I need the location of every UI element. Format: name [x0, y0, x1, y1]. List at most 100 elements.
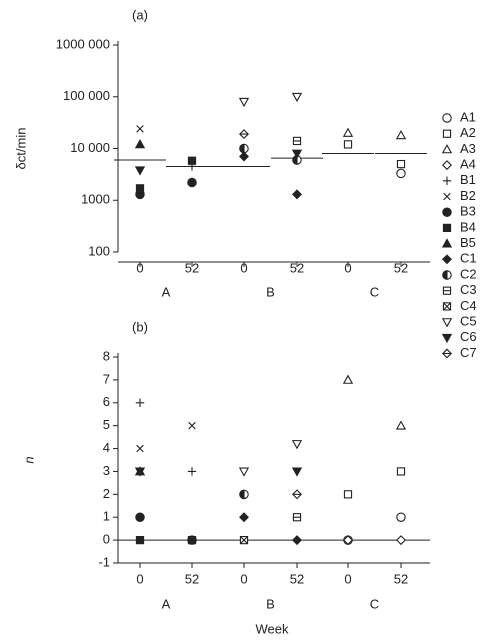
marker [396, 512, 406, 522]
legend-label: B4 [460, 219, 476, 234]
legend-label: B2 [460, 188, 476, 203]
marker [291, 149, 303, 159]
marker [441, 144, 453, 154]
marker [292, 136, 302, 146]
marker [239, 512, 249, 523]
marker-shape [442, 270, 448, 280]
marker-shape [342, 127, 354, 137]
marker-shape [188, 421, 196, 430]
marker [441, 238, 453, 248]
marker [442, 160, 452, 171]
marker-shape [240, 536, 248, 545]
marker [135, 512, 145, 522]
y-tick-label: 2 [103, 486, 110, 501]
x-tick-label: 52 [394, 260, 408, 275]
y-tick-label: 3 [103, 463, 110, 478]
marker [343, 140, 353, 149]
marker [442, 302, 452, 311]
marker-shape [442, 223, 452, 233]
legend-label: C7 [460, 345, 477, 360]
legend-label: B3 [460, 204, 476, 219]
marker [291, 467, 303, 477]
marker-shape [395, 420, 407, 430]
x-tick-label: 0 [136, 260, 143, 275]
marker [239, 535, 249, 545]
group-label: C [370, 284, 379, 299]
marker-shape [291, 467, 303, 477]
marker-shape [187, 156, 197, 165]
marker-shape [343, 140, 353, 149]
marker [442, 207, 452, 217]
marker [238, 467, 250, 477]
marker [136, 444, 144, 453]
y-tick-label: 0 [103, 532, 110, 547]
y-tick-label: 1000 [81, 192, 110, 207]
y-tick-label: 6 [103, 394, 110, 409]
marker [135, 398, 145, 407]
x-tick-label: 0 [344, 260, 351, 275]
marker [292, 489, 302, 500]
y-tick-label: 100 [88, 243, 110, 258]
x-axis-label: Week [256, 621, 289, 636]
x-tick-label: 0 [136, 571, 143, 586]
legend-label: C2 [460, 266, 477, 281]
legend-label: B1 [460, 172, 476, 187]
y-tick-label: 7 [103, 371, 110, 386]
marker-shape [291, 92, 303, 103]
marker-shape [135, 398, 145, 407]
x-tick-label: 0 [240, 571, 247, 586]
marker-shape [238, 467, 250, 477]
legend-label: C5 [460, 314, 477, 329]
marker [443, 192, 451, 201]
marker-shape [238, 97, 250, 108]
marker [396, 535, 406, 546]
legend-label: A4 [460, 157, 476, 172]
marker-shape [291, 440, 303, 450]
legend-label: C3 [460, 282, 477, 297]
marker-shape [441, 333, 453, 344]
marker [395, 420, 407, 430]
marker-shape [443, 302, 451, 311]
panel-title: (b) [132, 319, 148, 334]
marker [187, 467, 197, 476]
marker [239, 143, 249, 154]
marker [239, 489, 249, 500]
marker [442, 270, 452, 280]
group-label: B [266, 596, 275, 611]
x-tick-label: 52 [185, 571, 199, 586]
marker-shape [134, 166, 146, 176]
legend-label: A3 [460, 141, 476, 156]
marker-shape [396, 467, 406, 476]
marker-shape [343, 490, 353, 499]
marker-shape [135, 184, 145, 193]
y-tick-label: 10 000 [70, 140, 110, 155]
y-tick-label: 1 [103, 509, 110, 524]
marker [441, 318, 453, 328]
marker-shape [396, 168, 406, 179]
marker-shape [442, 254, 452, 265]
marker [343, 535, 353, 546]
x-tick-label: 0 [240, 260, 247, 275]
marker-shape [342, 374, 354, 384]
marker-shape [395, 129, 407, 140]
marker [396, 467, 406, 476]
marker-shape [239, 151, 249, 162]
marker [396, 168, 406, 179]
marker-shape [442, 207, 452, 217]
marker-shape [135, 535, 145, 545]
marker [442, 223, 452, 233]
marker [239, 129, 249, 140]
marker-shape [396, 512, 406, 522]
marker [134, 467, 146, 477]
marker-shape [396, 159, 406, 169]
marker [442, 113, 452, 123]
legend-label: A2 [460, 125, 476, 140]
marker [134, 139, 146, 149]
marker-shape [442, 160, 452, 171]
y-tick-label: 5 [103, 417, 110, 432]
y-tick-label: 100 000 [63, 88, 110, 103]
y-axis-label: n [21, 456, 36, 463]
group-label: A [162, 284, 171, 299]
marker [441, 333, 453, 344]
x-tick-label: 52 [394, 571, 408, 586]
